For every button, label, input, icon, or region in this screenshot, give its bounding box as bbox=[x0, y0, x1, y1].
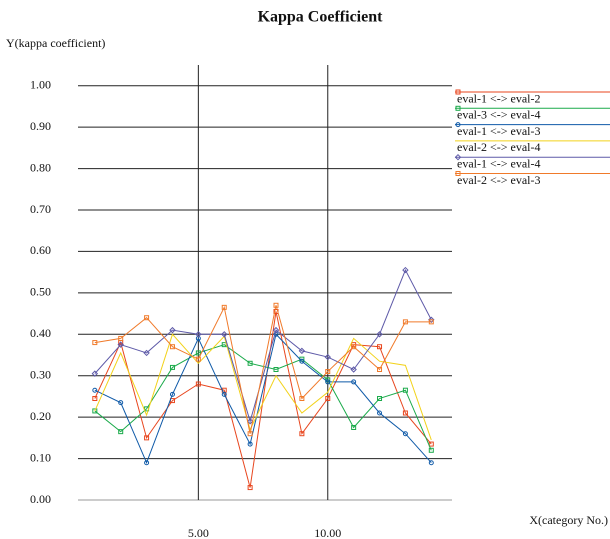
data-point bbox=[402, 319, 408, 325]
data-point bbox=[299, 358, 305, 364]
data-point bbox=[247, 441, 253, 447]
data-point bbox=[246, 418, 254, 425]
legend-marker bbox=[455, 171, 461, 176]
data-point bbox=[92, 340, 98, 346]
legend-label: eval-2 <-> eval-3 bbox=[457, 173, 541, 187]
data-point bbox=[325, 379, 331, 385]
y-tick-label: 0.20 bbox=[30, 409, 51, 423]
series-line bbox=[94, 268, 432, 424]
data-point bbox=[247, 360, 253, 366]
data-point bbox=[169, 391, 175, 397]
data-point bbox=[377, 396, 383, 401]
data-point bbox=[169, 364, 175, 370]
data-point bbox=[402, 387, 408, 393]
legend-marker bbox=[455, 89, 461, 95]
data-point bbox=[402, 410, 408, 416]
data-point bbox=[247, 431, 253, 437]
y-tick-label: 0.30 bbox=[30, 367, 51, 381]
legend-label: eval-2 <-> eval-4 bbox=[457, 140, 541, 154]
data-point bbox=[324, 353, 331, 361]
legend-marker bbox=[454, 153, 462, 161]
data-point bbox=[195, 381, 201, 387]
y-axis-label: Y(kappa coefficient) bbox=[6, 36, 105, 50]
data-point bbox=[195, 350, 201, 356]
legend-label: eval-1 <-> eval-3 bbox=[457, 124, 541, 138]
data-point bbox=[118, 335, 124, 341]
data-point bbox=[428, 447, 434, 453]
y-tick-label: 1.00 bbox=[30, 77, 51, 91]
data-point bbox=[351, 425, 357, 430]
data-point bbox=[298, 347, 306, 355]
x-tick-label: 5.00 bbox=[188, 526, 209, 539]
data-point bbox=[376, 331, 383, 338]
data-point bbox=[92, 408, 98, 414]
series-line bbox=[94, 333, 432, 465]
data-point bbox=[428, 319, 434, 325]
data-point bbox=[350, 366, 357, 373]
data-point bbox=[351, 379, 357, 385]
chart-title: Kappa Coefficient bbox=[258, 9, 384, 26]
data-point bbox=[273, 302, 279, 308]
data-point bbox=[299, 396, 305, 401]
y-tick-label: 0.40 bbox=[30, 326, 51, 340]
x-axis-label: X(category No.) bbox=[529, 513, 608, 527]
data-point bbox=[118, 429, 124, 435]
legend-label: eval-3 <-> eval-4 bbox=[457, 108, 541, 122]
data-point bbox=[221, 391, 227, 397]
data-point bbox=[195, 356, 201, 362]
data-point bbox=[144, 460, 150, 466]
data-point bbox=[92, 387, 98, 393]
legend-label: eval-1 <-> eval-2 bbox=[457, 91, 541, 105]
legend-marker bbox=[455, 105, 461, 111]
data-point bbox=[428, 460, 434, 466]
y-tick-label: 0.50 bbox=[30, 285, 51, 299]
data-point bbox=[325, 396, 331, 401]
data-point bbox=[169, 326, 176, 334]
data-point bbox=[402, 266, 409, 274]
y-tick-label: 0.80 bbox=[30, 160, 51, 174]
data-point bbox=[221, 331, 228, 338]
data-point bbox=[195, 331, 202, 338]
data-point bbox=[247, 485, 253, 491]
y-tick-label: 0.60 bbox=[30, 243, 51, 257]
x-tick-label: 10.00 bbox=[314, 526, 341, 539]
y-tick-label: 0.90 bbox=[30, 119, 51, 133]
data-point bbox=[325, 369, 331, 375]
data-point bbox=[169, 344, 175, 350]
y-tick-label: 0.70 bbox=[30, 202, 51, 216]
data-point bbox=[272, 326, 280, 334]
data-point bbox=[377, 367, 383, 372]
data-point bbox=[351, 344, 357, 350]
data-point bbox=[221, 304, 227, 310]
data-point bbox=[273, 367, 279, 372]
data-point bbox=[402, 431, 408, 437]
data-point bbox=[118, 400, 124, 406]
y-tick-label: 0.00 bbox=[30, 492, 51, 506]
series-line bbox=[94, 311, 432, 488]
data-point bbox=[428, 441, 434, 447]
data-point bbox=[92, 396, 98, 401]
legend-label: eval-1 <-> eval-4 bbox=[457, 156, 541, 170]
data-point bbox=[143, 349, 150, 357]
data-point bbox=[144, 315, 150, 321]
legend-marker bbox=[455, 122, 461, 128]
series-line bbox=[94, 333, 432, 441]
data-point bbox=[144, 435, 150, 441]
data-point bbox=[299, 431, 305, 437]
y-tick-label: 0.10 bbox=[30, 450, 51, 464]
data-point bbox=[377, 410, 383, 416]
series-line bbox=[94, 305, 432, 434]
data-point bbox=[91, 370, 99, 377]
data-point bbox=[377, 344, 383, 350]
data-point bbox=[117, 341, 124, 348]
